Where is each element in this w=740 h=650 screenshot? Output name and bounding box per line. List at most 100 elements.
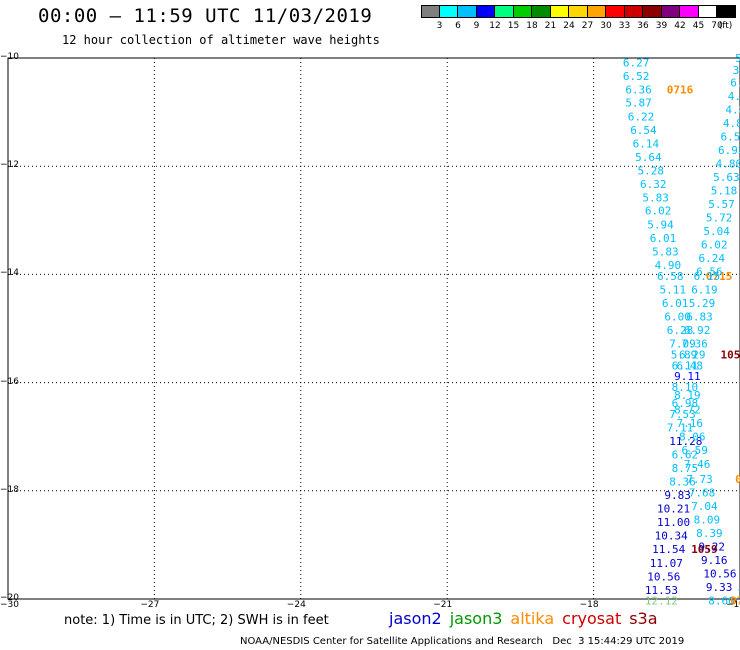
wave-height-value: 5.89 bbox=[671, 348, 698, 361]
colorbar-swatch bbox=[680, 5, 699, 18]
colorbar-tick-label: 21 bbox=[544, 21, 557, 31]
wave-height-value: 4.88 bbox=[723, 117, 740, 130]
map-subtitle: 12 hour collection of altimeter wave hei… bbox=[62, 33, 380, 47]
wave-height-value: 5.64 bbox=[635, 151, 662, 164]
colorbar-tick-label: 27 bbox=[581, 21, 594, 31]
colorbar-tick-label: 6 bbox=[455, 21, 461, 31]
legend-altika: altika bbox=[510, 609, 555, 628]
wave-height-value: 4.89 bbox=[725, 103, 740, 116]
legend-jason2: jason2 bbox=[389, 609, 442, 628]
wave-height-value: 9.83 bbox=[664, 489, 691, 502]
colorbar-tick-label: 3 bbox=[436, 21, 443, 31]
wave-height-value: 6.56 bbox=[696, 266, 723, 279]
wave-height-value: 6.98 bbox=[672, 397, 699, 410]
wave-height-value: 5.87 bbox=[625, 96, 652, 109]
wave-height-labels: 6.276.526.36 07165.876.226.546.145.645.28… bbox=[623, 52, 740, 608]
legend-s3a: s3a bbox=[629, 609, 658, 628]
footer-note: note: 1) Time is in UTC; 2) SWH is in fe… bbox=[64, 613, 329, 628]
colorbar-swatch bbox=[439, 5, 458, 18]
wave-height-value: 10.56 bbox=[703, 568, 736, 581]
wave-height-value: 6.92 bbox=[718, 144, 740, 157]
pass-time-label: 1059 bbox=[691, 543, 718, 556]
pass-time-label: 0716 bbox=[667, 83, 694, 96]
wave-height-value: 5.64 bbox=[735, 52, 740, 65]
wave-height-value: 6.36 bbox=[625, 83, 652, 96]
wave-height-value: 5.11 bbox=[659, 284, 686, 297]
x-tick-label: −24 bbox=[286, 600, 306, 610]
wave-height-value: 8.09 bbox=[694, 513, 721, 526]
y-tick-label: −14 bbox=[0, 268, 19, 279]
x-tick-label: −15 bbox=[726, 600, 740, 610]
wave-height-value: 7.36 bbox=[681, 338, 708, 351]
map-gridlines bbox=[8, 58, 740, 599]
colorbar-swatch bbox=[458, 5, 477, 18]
colorbar-tick-label: 70 bbox=[711, 21, 723, 31]
wave-height-value: 11.53 bbox=[645, 584, 678, 597]
colorbar-swatch bbox=[513, 5, 532, 18]
wave-height-value: 6.15 bbox=[694, 270, 721, 283]
colorbar-frame bbox=[421, 5, 736, 18]
wave-height-value: 6.48 bbox=[677, 359, 704, 372]
wave-height-value: 8.72 bbox=[674, 404, 701, 417]
wave-height-value: 6.29 bbox=[679, 348, 706, 361]
wave-height-value: 7.16 bbox=[677, 417, 704, 430]
y-tick-label: −20 bbox=[0, 593, 19, 603]
wave-height-value: 7.11 bbox=[667, 422, 694, 435]
wave-height-value: 10.34 bbox=[655, 530, 688, 543]
pass-time-label: 1058 bbox=[720, 348, 740, 361]
colorbar-tick-label: 42 bbox=[674, 21, 686, 31]
wave-height-value: 6.62 bbox=[672, 449, 699, 462]
wave-height-value: 6.92 bbox=[684, 324, 711, 337]
wave-height-value: 11.54 bbox=[652, 543, 685, 556]
x-tick-label: −18 bbox=[579, 600, 599, 610]
wave-height-value: 6.19 bbox=[691, 284, 718, 297]
map-title: 00:00 – 11:59 UTC 11/03/2019 bbox=[38, 5, 373, 27]
x-tick-label: −21 bbox=[433, 600, 453, 610]
colorbar-tick-label: 18 bbox=[526, 21, 538, 31]
wave-height-value: 5.28 bbox=[638, 165, 665, 178]
wave-height-value: 5.72 bbox=[706, 212, 733, 225]
colorbar-unit-label: (ft) bbox=[718, 21, 733, 31]
wave-height-value: 9.33 bbox=[706, 581, 733, 594]
colorbar-swatch bbox=[532, 5, 551, 18]
colorbar-tick-label: 36 bbox=[637, 21, 649, 31]
wave-height-value: 10.21 bbox=[657, 503, 690, 516]
wave-height-value: 6.01 bbox=[650, 232, 677, 245]
wave-height-value: 11.07 bbox=[650, 557, 683, 570]
wave-height-value: 8.66 bbox=[708, 595, 735, 608]
wave-height-value: 6.01 bbox=[662, 297, 689, 310]
wave-height-value: 7.46 bbox=[684, 458, 711, 471]
wave-height-value: 11.28 bbox=[669, 435, 702, 448]
wave-height-value: 6.52 bbox=[623, 70, 650, 83]
wave-height-value: 6.24 bbox=[699, 252, 726, 265]
y-tick-label: −10 bbox=[0, 52, 19, 62]
wave-height-value: 10.56 bbox=[647, 570, 680, 583]
wave-height-value: 6.28 bbox=[667, 324, 694, 337]
y-tick-label: −18 bbox=[0, 484, 19, 495]
colorbar-swatch bbox=[421, 5, 440, 18]
colorbar-swatch bbox=[587, 5, 606, 18]
wave-height-value: 4.80 bbox=[716, 157, 740, 170]
wave-height-value: 9.22 bbox=[699, 541, 726, 554]
pass-time-label: 0714 bbox=[735, 473, 740, 486]
wave-height-value: 5.94 bbox=[647, 219, 674, 232]
colorbar-swatch bbox=[643, 5, 662, 18]
legend-jason3: jason3 bbox=[449, 609, 503, 628]
wave-height-value: 5.04 bbox=[703, 225, 730, 238]
pass-time-label: 071 bbox=[730, 595, 740, 608]
wave-height-value: 5.83 bbox=[642, 192, 669, 205]
wave-height-value: 7.68 bbox=[689, 486, 716, 499]
y-tick-label: −12 bbox=[0, 160, 19, 171]
wave-height-value: 6.02 bbox=[645, 205, 672, 218]
wave-height-value: 11.00 bbox=[657, 516, 690, 529]
wave-height-value: 6.11 bbox=[672, 359, 699, 372]
colorbar-swatch bbox=[550, 5, 569, 18]
wave-height-value: 8.36 bbox=[669, 476, 696, 489]
wave-height-value: 5.18 bbox=[711, 185, 738, 198]
footer-credit: NOAA/NESDIS Center for Satellite Applica… bbox=[240, 636, 685, 647]
wave-height-value: 4.87 bbox=[728, 90, 740, 103]
wave-height-value: 6.18 bbox=[730, 76, 740, 89]
wave-height-value: 7.6 bbox=[738, 588, 740, 601]
satellite-legend: jason2 jason3 altika cryosat s3a bbox=[389, 609, 666, 628]
